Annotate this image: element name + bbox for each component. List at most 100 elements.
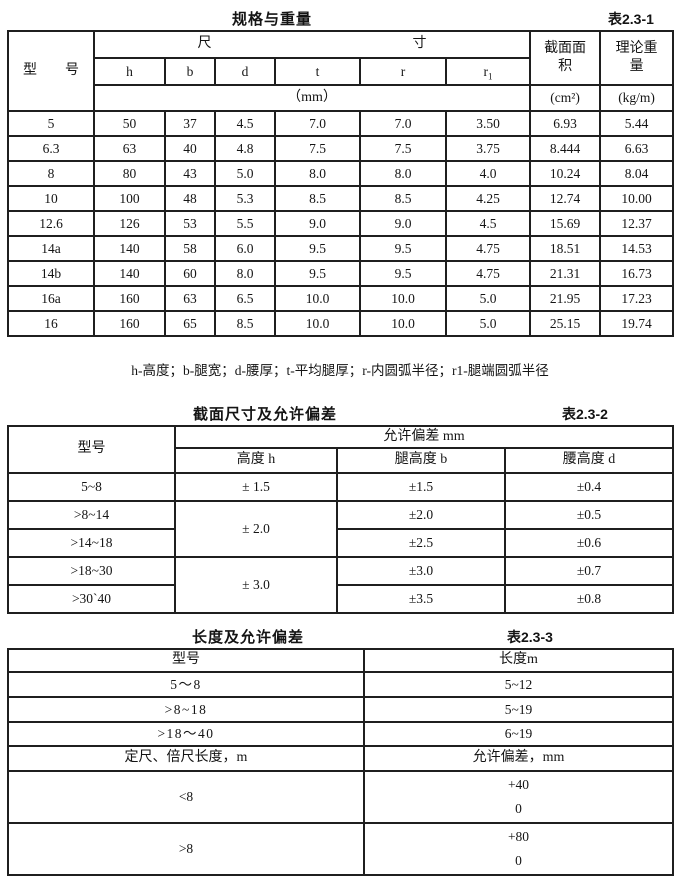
cell: 8.5 [274,185,361,212]
cell: 40 [164,135,216,162]
table-row: >8~14 ± 2.0 ±2.0 ±0.5 [7,500,674,558]
cell-deviation: +40 0 [363,770,674,824]
cell: 21.31 [529,260,602,287]
cell: 5.3 [214,185,276,212]
table-row: h b d t r r1 [8,57,673,86]
cell: ± 1.5 [174,472,338,502]
cell: 17.23 [599,285,675,312]
header-model: 型号 [7,648,365,673]
table-row: >18～40 6~19 [7,721,674,747]
spec-weight-table: 型 号 尺 寸 截面面积 理论重量 h b d t r r1 （mm） (cm²… [7,30,675,337]
cell: 65 [164,310,216,337]
cell: 14.53 [599,235,675,262]
header-weight: 理论重量 [599,30,675,86]
cell: ±0.4 [504,472,674,502]
cell: 18.51 [529,235,602,262]
cell: 12.37 [599,210,675,237]
cell: 37 [164,110,216,137]
cell: 80 [93,160,166,187]
cell: 53 [164,210,216,237]
table-row: 6.3 63 40 4.8 7.5 7.5 3.75 8.444 6.63 [7,135,675,162]
cell: 3.75 [444,135,532,162]
cell: 7.0 [274,110,361,137]
table3-caption: 长度及允许偏差 表2.3-3 [0,626,680,648]
header-deviation: 允许偏差 mm [174,425,674,449]
deviation-plus: +80 [507,829,530,845]
deviation-minus: 0 [515,853,522,868]
cell: 10.00 [599,185,675,212]
cell: 5 [7,110,95,137]
table-row: （mm） (cm²) (kg/m) [8,84,675,112]
cell: 8.5 [214,310,276,337]
cell: 5.44 [599,110,675,137]
cell: 6.93 [529,110,602,137]
header-unit-mm: （mm） [92,84,532,112]
cell: >8~18 [7,696,365,723]
cell: ±2.0 [336,500,506,530]
table2-number: 表2.3-2 [562,406,608,422]
cell: 6.0 [214,235,276,262]
cell: 10 [7,185,95,212]
table-row: >18~30 ± 3.0 ±3.0 ±0.7 [7,556,674,614]
cell: 5.5 [214,210,276,237]
table-row: 5 50 37 4.5 7.0 7.0 3.50 6.93 5.44 [7,110,675,137]
table-row: 14a 140 58 6.0 9.5 9.5 4.75 18.51 14.53 [7,235,675,262]
cell: >8~14 [7,500,176,530]
cell-merged: ± 2.0 [174,500,338,558]
cell: 4.75 [444,235,532,262]
sub-header-fixed-length: 定尺、倍尺长度，m [7,745,365,772]
cell: 126 [93,210,166,237]
cell: 8.0 [359,160,447,187]
cell: ±3.5 [336,584,506,614]
header-weight-unit: (kg/m) [599,84,675,112]
cell: 160 [93,285,166,312]
cell: 14b [7,260,95,287]
cell: 21.95 [529,285,602,312]
header-waist-d: 腰高度 d [504,447,674,474]
cell: 7.5 [359,135,447,162]
cell: 5.0 [444,310,532,337]
cell: 5~19 [363,696,674,723]
cell: 4.0 [444,160,532,187]
cell-merged: ± 3.0 [174,556,338,614]
table1-title: 规格与重量 [231,11,313,28]
legend-footnote: h-高度；b-腿宽；d-腰厚；t-平均腿厚；r-内圆弧半径；r1-腿端圆弧半径 [131,363,549,378]
cell: 140 [93,260,166,287]
cell: 100 [93,185,166,212]
table-row: 型 号 尺 寸 截面面积 理论重量 [7,30,675,112]
cell: 4.5 [444,210,532,237]
cell: 9.5 [274,260,361,287]
cell: 6~19 [363,721,674,747]
cell: ±3.0 [336,556,506,586]
cell: 6.5 [214,285,276,312]
header-t: t [274,57,361,86]
cell: ±2.5 [336,528,506,558]
cell: 9.0 [274,210,361,237]
cell: 5～8 [7,671,365,698]
table-row: 10 100 48 5.3 8.5 8.5 4.25 12.74 10.00 [7,185,675,212]
cell: 10.0 [274,285,361,312]
header-length: 长度m [363,648,674,673]
cell: >18~30 [7,556,176,586]
table-row: >30`40 ±3.5 ±0.8 [7,584,674,614]
cell: 4.8 [214,135,276,162]
table3-number: 表2.3-3 [507,629,553,645]
header-b: b [164,57,216,86]
cell: 10.0 [274,310,361,337]
cell: 9.0 [359,210,447,237]
cell: 8.5 [359,185,447,212]
header-leg-b: 腿高度 b [336,447,506,474]
cell: 6.63 [599,135,675,162]
cell: >18～40 [7,721,365,747]
cell: 16a [7,285,95,312]
cell: 63 [164,285,216,312]
cell: 7.5 [274,135,361,162]
header-d: d [214,57,276,86]
cell: 8 [7,160,95,187]
cell: 48 [164,185,216,212]
header-h: h [93,57,166,86]
header-height-h: 高度 h [174,447,338,474]
cell: 16.73 [599,260,675,287]
header-area-unit: (cm²) [529,84,602,112]
cell: 8.444 [529,135,602,162]
